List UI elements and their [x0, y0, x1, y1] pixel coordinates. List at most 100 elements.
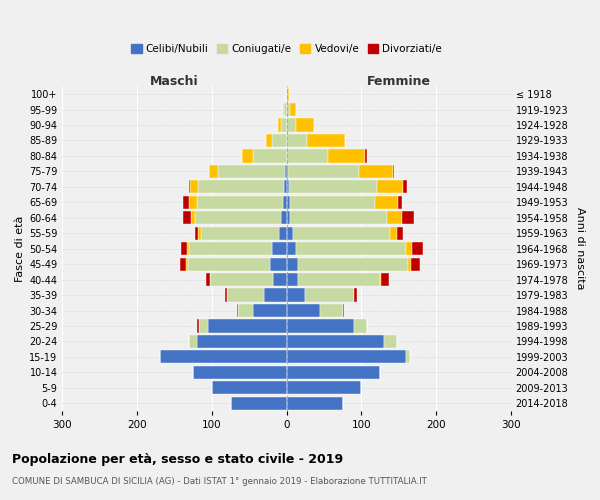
Bar [382, 273, 389, 286]
Bar [287, 350, 406, 364]
Text: Maschi: Maschi [150, 75, 199, 88]
Bar [238, 304, 253, 317]
Bar [287, 396, 343, 410]
Bar [283, 196, 287, 209]
Bar [287, 226, 293, 240]
Bar [287, 165, 288, 178]
Bar [284, 103, 287, 116]
Bar [272, 134, 287, 147]
Bar [343, 304, 344, 317]
Bar [403, 211, 413, 224]
Bar [200, 226, 279, 240]
Bar [398, 196, 401, 209]
Bar [305, 288, 354, 302]
Bar [287, 381, 361, 394]
Bar [278, 118, 281, 132]
Bar [287, 320, 354, 332]
Bar [188, 180, 190, 194]
Bar [194, 211, 281, 224]
Bar [287, 196, 290, 209]
Bar [320, 304, 343, 317]
Bar [288, 165, 359, 178]
Bar [190, 335, 197, 348]
Bar [270, 258, 287, 270]
Text: Popolazione per età, sesso e stato civile - 2019: Popolazione per età, sesso e stato civil… [12, 452, 343, 466]
Bar [412, 258, 421, 270]
Bar [287, 258, 298, 270]
Bar [281, 211, 287, 224]
Bar [184, 211, 191, 224]
Bar [287, 88, 289, 101]
Bar [197, 196, 283, 209]
Bar [287, 304, 320, 317]
Bar [296, 118, 314, 132]
Bar [160, 350, 287, 364]
Bar [388, 211, 403, 224]
Bar [199, 320, 208, 332]
Legend: Celibi/Nubili, Coniugati/e, Vedovi/e, Divorziati/e: Celibi/Nubili, Coniugati/e, Vedovi/e, Di… [127, 40, 446, 58]
Bar [181, 242, 187, 256]
Bar [365, 150, 367, 162]
Bar [287, 273, 298, 286]
Y-axis label: Fasce di età: Fasce di età [15, 216, 25, 282]
Bar [197, 180, 284, 194]
Bar [181, 258, 187, 270]
Bar [193, 366, 287, 379]
Bar [206, 273, 209, 286]
Bar [287, 118, 296, 132]
Bar [354, 288, 357, 302]
Bar [287, 150, 328, 162]
Bar [290, 211, 388, 224]
Text: COMUNE DI SAMBUCA DI SICILIA (AG) - Dati ISTAT 1° gennaio 2019 - Elaborazione TU: COMUNE DI SAMBUCA DI SICILIA (AG) - Dati… [12, 478, 427, 486]
Bar [194, 226, 199, 240]
Y-axis label: Anni di nascita: Anni di nascita [575, 208, 585, 290]
Bar [281, 118, 287, 132]
Bar [199, 226, 200, 240]
Bar [409, 258, 412, 270]
Bar [218, 165, 285, 178]
Bar [287, 288, 305, 302]
Bar [184, 196, 190, 209]
Bar [289, 180, 377, 194]
Bar [227, 288, 264, 302]
Bar [287, 134, 307, 147]
Bar [298, 258, 409, 270]
Bar [188, 258, 270, 270]
Bar [253, 304, 287, 317]
Bar [208, 320, 287, 332]
Bar [197, 320, 199, 332]
Bar [190, 180, 197, 194]
Bar [279, 226, 287, 240]
Bar [187, 258, 188, 270]
Bar [287, 366, 380, 379]
Bar [253, 150, 287, 162]
Bar [403, 180, 407, 194]
Text: Femmine: Femmine [367, 75, 431, 88]
Bar [283, 103, 284, 116]
Bar [273, 273, 287, 286]
Bar [376, 196, 398, 209]
Bar [190, 242, 272, 256]
Bar [392, 165, 394, 178]
Bar [290, 196, 376, 209]
Bar [298, 273, 380, 286]
Bar [190, 196, 197, 209]
Bar [380, 273, 382, 286]
Bar [236, 304, 238, 317]
Bar [209, 165, 218, 178]
Bar [412, 242, 423, 256]
Bar [230, 396, 287, 410]
Bar [264, 288, 287, 302]
Bar [389, 226, 397, 240]
Bar [209, 273, 273, 286]
Bar [397, 226, 403, 240]
Bar [287, 242, 296, 256]
Bar [406, 242, 412, 256]
Bar [406, 350, 410, 364]
Bar [212, 381, 287, 394]
Bar [287, 180, 289, 194]
Bar [293, 226, 389, 240]
Bar [191, 211, 194, 224]
Bar [272, 242, 287, 256]
Bar [383, 335, 397, 348]
